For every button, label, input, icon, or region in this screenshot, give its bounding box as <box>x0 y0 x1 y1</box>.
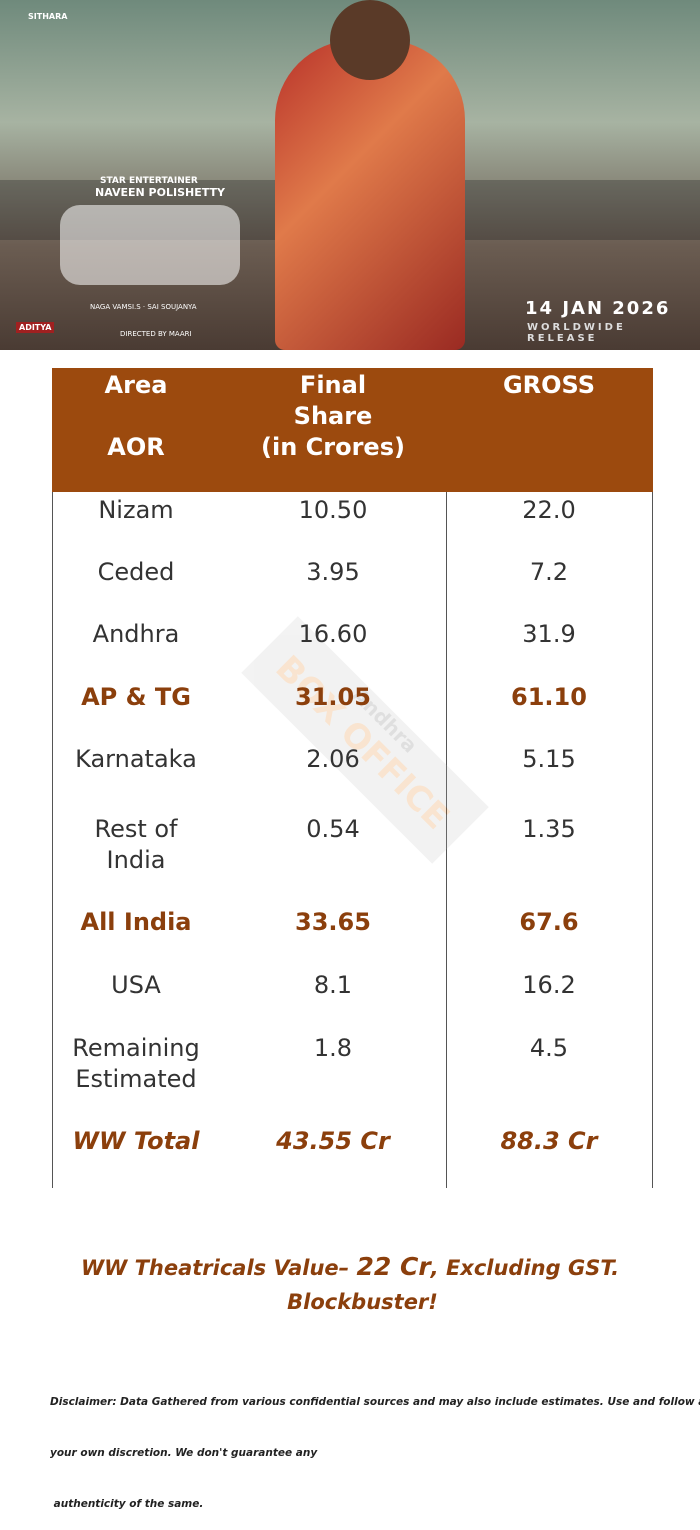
cell-line: USA <box>111 971 161 999</box>
footer-value: 22 Cr <box>356 1252 431 1281</box>
table-cell: Rest of India <box>52 814 220 876</box>
table-cell: 61.10 <box>511 683 587 711</box>
table-cell: Andhra <box>52 619 220 650</box>
table-cell: 0.54 <box>306 815 360 843</box>
header-cell: GROSS <box>446 370 652 401</box>
figure <box>275 40 465 350</box>
footer-line: WW Theatricals Value– 22 Cr, Excluding G… <box>0 1252 700 1281</box>
verdict: Blockbuster! <box>287 1290 438 1314</box>
table-cell: 43.55 Cr <box>276 1127 390 1155</box>
cell-line: WW Total <box>72 1127 200 1155</box>
tagline: STAR ENTERTAINER <box>100 176 198 186</box>
table-header <box>52 368 653 492</box>
table-cell: 4.5 <box>529 1034 569 1062</box>
release-date: 14 JAN 2026 <box>525 298 671 319</box>
disclaimer: Disclaimer: Data Gathered from various c… <box>50 1360 700 1530</box>
table-cell: 31.05 <box>295 683 371 711</box>
table-cell: 3.95 <box>306 558 360 586</box>
table-cell: 16.2 <box>522 971 576 999</box>
divider <box>446 492 447 1188</box>
table-cell: 7.2 <box>529 558 569 586</box>
table-cell: 31.9 <box>522 620 576 648</box>
footer-text: , Excluding GST. <box>430 1256 620 1280</box>
poster: SITHARA STAR ENTERTAINER NAVEEN POLISHET… <box>0 0 700 350</box>
cell-line: Andhra <box>92 620 180 648</box>
cell-line: Remaining <box>72 1034 200 1062</box>
cell-line: Karnataka <box>75 745 197 773</box>
header-cell: Area AOR <box>52 370 220 463</box>
cell-line: GROSS <box>502 371 596 399</box>
cell-line: Area <box>104 371 168 399</box>
actor: NAVEEN POLISHETTY <box>95 186 225 199</box>
table-cell: 67.6 <box>519 908 579 936</box>
table-cell: Remaining Estimated <box>52 1033 220 1095</box>
cell-line: Rest of <box>94 815 178 843</box>
table-cell: All India <box>52 907 220 938</box>
footer-text: WW Theatricals Value– <box>80 1256 357 1280</box>
table-cell: 16.60 <box>298 620 368 648</box>
cell-line: AOR <box>107 433 165 461</box>
title-logo <box>60 205 240 285</box>
table-cell: 22.0 <box>522 496 576 524</box>
cell-line: All India <box>80 908 192 936</box>
disclaimer-line: authenticity of the same. <box>50 1498 204 1510</box>
table-cell: 2.06 <box>306 745 360 773</box>
cell-line: Final <box>299 371 367 399</box>
border-left <box>52 492 53 1188</box>
head <box>330 0 410 80</box>
header-cell: Final Share (in Crores) <box>230 370 436 463</box>
table-cell: Ceded <box>52 557 220 588</box>
table-cell: WW Total <box>52 1126 220 1157</box>
cell-line: Nizam <box>98 496 174 524</box>
table-cell: Karnataka <box>52 744 220 775</box>
cell-line: India <box>106 846 166 874</box>
table-cell: AP & TG <box>52 682 220 713</box>
table-cell: 88.3 Cr <box>500 1127 598 1155</box>
director: DIRECTED BY MAARI <box>120 330 192 338</box>
cell-line: Estimated <box>75 1065 197 1093</box>
producer: NAGA VAMSI.S · SAI SOUJANYA <box>90 303 197 311</box>
border-right <box>652 492 653 1188</box>
table-cell: 1.8 <box>313 1034 353 1062</box>
cell-line: Share <box>293 402 373 430</box>
cell-line: (in Crores) <box>261 433 405 461</box>
table-cell: 1.35 <box>522 815 576 843</box>
table-cell: USA <box>52 970 220 1001</box>
cell-line: AP & TG <box>81 683 191 711</box>
table-cell: 5.15 <box>522 745 576 773</box>
logo: ADITYA <box>16 322 55 333</box>
table-cell: 33.65 <box>295 908 371 936</box>
release-note: WORLDWIDE RELEASE <box>527 322 626 344</box>
table-cell: Nizam <box>52 495 220 526</box>
cell-line: Ceded <box>97 558 175 586</box>
studio: SITHARA <box>28 12 68 21</box>
table-cell: 10.50 <box>298 496 368 524</box>
disclaimer-line: Disclaimer: Data Gathered from various c… <box>50 1396 700 1408</box>
table-cell: 8.1 <box>313 971 353 999</box>
disclaimer-line: your own discretion. We don't guarantee … <box>50 1447 318 1459</box>
